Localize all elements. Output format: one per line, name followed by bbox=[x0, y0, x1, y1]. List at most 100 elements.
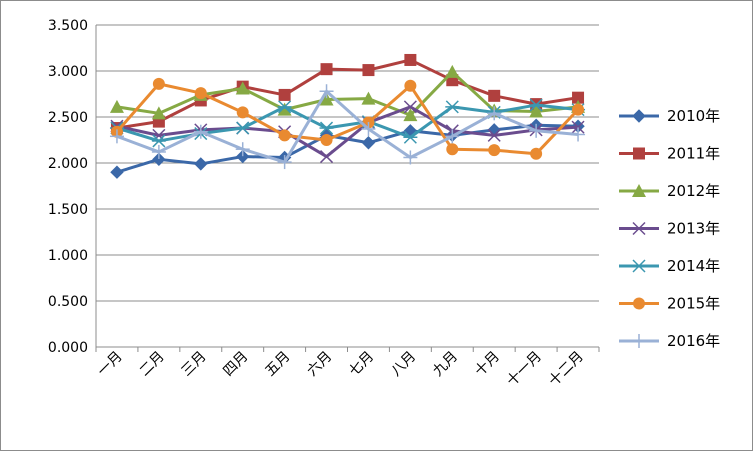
legend-marker bbox=[632, 184, 646, 197]
data-point bbox=[571, 127, 586, 142]
y-tick-label: 2.500 bbox=[48, 110, 88, 126]
data-point bbox=[529, 98, 544, 112]
data-point bbox=[571, 120, 585, 134]
data-point bbox=[152, 77, 165, 90]
legend-item: 2016年 bbox=[619, 332, 720, 350]
data-point bbox=[445, 64, 460, 78]
legend-marker bbox=[633, 147, 645, 160]
data-point bbox=[110, 165, 124, 179]
legend-marker bbox=[632, 259, 646, 273]
data-point bbox=[236, 149, 250, 164]
y-tick-label: 0.500 bbox=[48, 294, 88, 310]
series-7 bbox=[109, 84, 586, 170]
legend-item: 2014年 bbox=[619, 257, 720, 275]
y-tick-label: 1.000 bbox=[48, 248, 88, 264]
data-point bbox=[488, 144, 501, 157]
series-line bbox=[116, 89, 579, 164]
legend-item: 2012年 bbox=[619, 182, 720, 200]
data-point bbox=[277, 100, 292, 114]
marker-stroke bbox=[320, 150, 334, 164]
data-point bbox=[361, 121, 376, 136]
y-tick-label: 3.000 bbox=[48, 64, 88, 80]
x-tick-label: 十一月 bbox=[504, 349, 545, 390]
legend-marker bbox=[632, 221, 646, 236]
data-point bbox=[194, 87, 207, 100]
data-point bbox=[319, 84, 334, 99]
data-point bbox=[488, 89, 501, 102]
data-point bbox=[529, 104, 544, 118]
data-point bbox=[403, 100, 417, 114]
legend-item: 2015年 bbox=[619, 295, 720, 313]
legend-label: 2016年 bbox=[667, 332, 720, 350]
legend-marker bbox=[632, 109, 646, 123]
data-point bbox=[529, 123, 544, 138]
data-point bbox=[572, 91, 585, 104]
data-point bbox=[151, 134, 166, 148]
data-point bbox=[530, 147, 543, 160]
data-point bbox=[320, 150, 334, 164]
data-point bbox=[404, 53, 417, 66]
data-point bbox=[403, 150, 418, 165]
data-point bbox=[445, 100, 460, 114]
legend-label: 2015年 bbox=[667, 295, 720, 313]
data-point bbox=[319, 92, 334, 106]
series-6 bbox=[110, 77, 585, 160]
data-point bbox=[109, 99, 124, 113]
data-point bbox=[487, 106, 502, 121]
data-point bbox=[109, 129, 124, 144]
x-tick-label: 九月 bbox=[430, 349, 461, 380]
x-tick-label: 十二月 bbox=[546, 349, 587, 390]
data-point bbox=[235, 142, 250, 157]
data-point bbox=[361, 91, 376, 105]
y-tick-label: 1.500 bbox=[48, 202, 88, 218]
data-point bbox=[445, 129, 460, 144]
legend-label: 2010年 bbox=[667, 107, 720, 125]
data-point bbox=[151, 106, 166, 120]
y-tick-label: 0.000 bbox=[48, 340, 88, 356]
x-tick-label: 六月 bbox=[304, 349, 335, 380]
marker-stroke bbox=[487, 128, 501, 142]
data-point bbox=[151, 144, 166, 159]
series-1 bbox=[110, 118, 585, 179]
x-tick-label: 十月 bbox=[472, 349, 503, 380]
series-line bbox=[116, 105, 579, 159]
legend: 2010年 2011年 2012年 2013年 2014年 2015年 2016年 bbox=[619, 107, 720, 350]
x-tick-label: 三月 bbox=[179, 349, 210, 380]
legend-marker bbox=[633, 297, 645, 310]
data-point bbox=[278, 88, 291, 101]
legend-item: 2013年 bbox=[619, 220, 720, 238]
data-point bbox=[487, 128, 501, 142]
legend-marker bbox=[632, 334, 646, 348]
series-3 bbox=[109, 64, 586, 122]
legend-item: 2011年 bbox=[619, 145, 720, 163]
data-point bbox=[404, 79, 417, 92]
data-point bbox=[193, 124, 208, 139]
data-point bbox=[235, 121, 250, 135]
x-tick-label: 四月 bbox=[220, 349, 251, 380]
legend-label: 2014年 bbox=[667, 257, 720, 275]
y-tick-label: 3.500 bbox=[48, 18, 88, 34]
x-tick-label: 一月 bbox=[95, 349, 126, 380]
data-point bbox=[572, 103, 585, 116]
data-point bbox=[361, 136, 376, 150]
marker-stroke bbox=[632, 221, 646, 236]
legend-label: 2012年 bbox=[667, 182, 720, 200]
data-point bbox=[152, 152, 166, 167]
data-point bbox=[194, 157, 208, 171]
data-point bbox=[319, 121, 334, 135]
marker-stroke bbox=[403, 100, 417, 114]
x-tick-label: 五月 bbox=[262, 349, 293, 380]
marker-stroke bbox=[571, 120, 585, 134]
data-point bbox=[278, 129, 291, 142]
x-tick-label: 八月 bbox=[388, 349, 419, 380]
data-point bbox=[446, 143, 459, 156]
x-tick-label: 七月 bbox=[346, 349, 377, 380]
legend-item: 2010年 bbox=[619, 107, 720, 125]
data-point bbox=[320, 134, 333, 146]
legend-label: 2013年 bbox=[667, 220, 720, 238]
legend-label: 2011年 bbox=[667, 145, 720, 163]
x-tick-label: 二月 bbox=[137, 349, 168, 380]
series-line bbox=[116, 58, 579, 130]
